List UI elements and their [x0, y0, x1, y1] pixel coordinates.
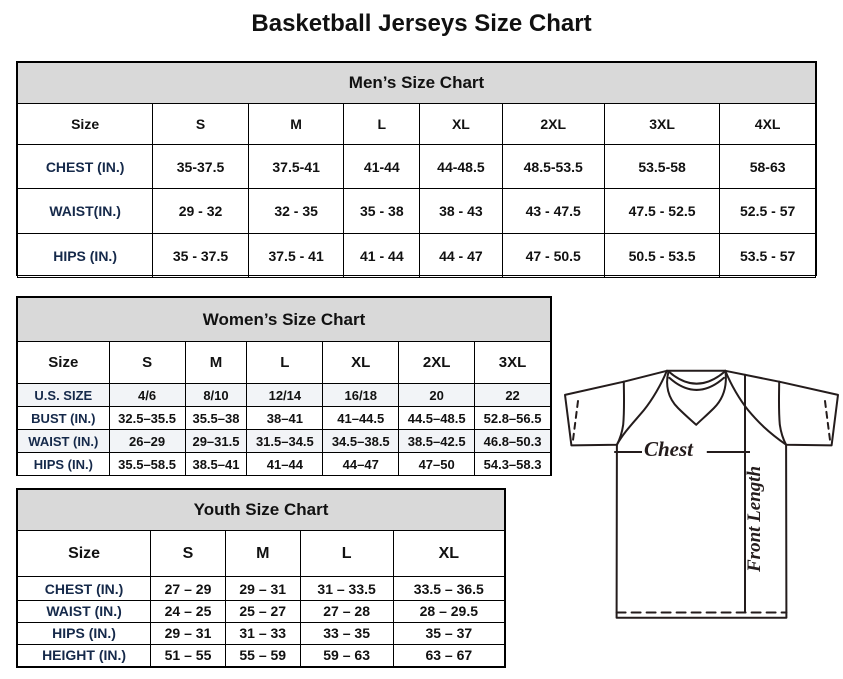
svg-text:Chest: Chest	[644, 437, 694, 461]
svg-text:Front Length: Front Length	[744, 466, 765, 573]
